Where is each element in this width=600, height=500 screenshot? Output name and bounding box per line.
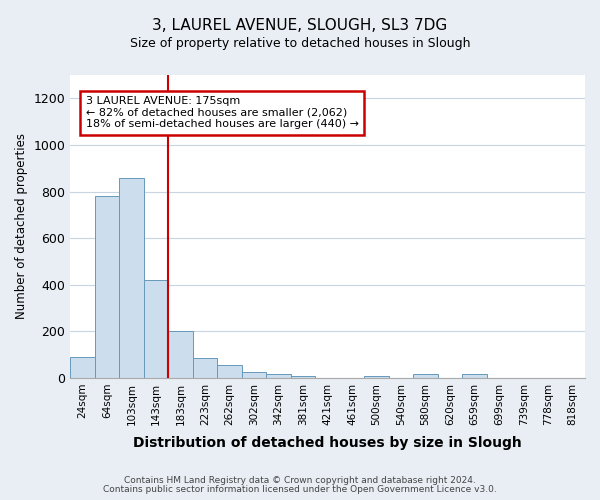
Text: Size of property relative to detached houses in Slough: Size of property relative to detached ho… <box>130 38 470 51</box>
Bar <box>193 358 217 378</box>
Bar <box>364 376 389 378</box>
Bar <box>266 374 291 378</box>
Text: 3 LAUREL AVENUE: 175sqm
← 82% of detached houses are smaller (2,062)
18% of semi: 3 LAUREL AVENUE: 175sqm ← 82% of detache… <box>86 96 359 130</box>
Bar <box>291 376 316 378</box>
Text: Contains HM Land Registry data © Crown copyright and database right 2024.: Contains HM Land Registry data © Crown c… <box>124 476 476 485</box>
Bar <box>413 374 438 378</box>
Bar <box>242 372 266 378</box>
Text: Contains public sector information licensed under the Open Government Licence v3: Contains public sector information licen… <box>103 485 497 494</box>
Bar <box>70 357 95 378</box>
Bar <box>144 280 169 378</box>
Bar <box>119 178 144 378</box>
Bar <box>95 196 119 378</box>
X-axis label: Distribution of detached houses by size in Slough: Distribution of detached houses by size … <box>133 436 522 450</box>
Bar <box>217 365 242 378</box>
Bar <box>169 332 193 378</box>
Bar <box>463 374 487 378</box>
Text: 3, LAUREL AVENUE, SLOUGH, SL3 7DG: 3, LAUREL AVENUE, SLOUGH, SL3 7DG <box>152 18 448 32</box>
Y-axis label: Number of detached properties: Number of detached properties <box>15 134 28 320</box>
